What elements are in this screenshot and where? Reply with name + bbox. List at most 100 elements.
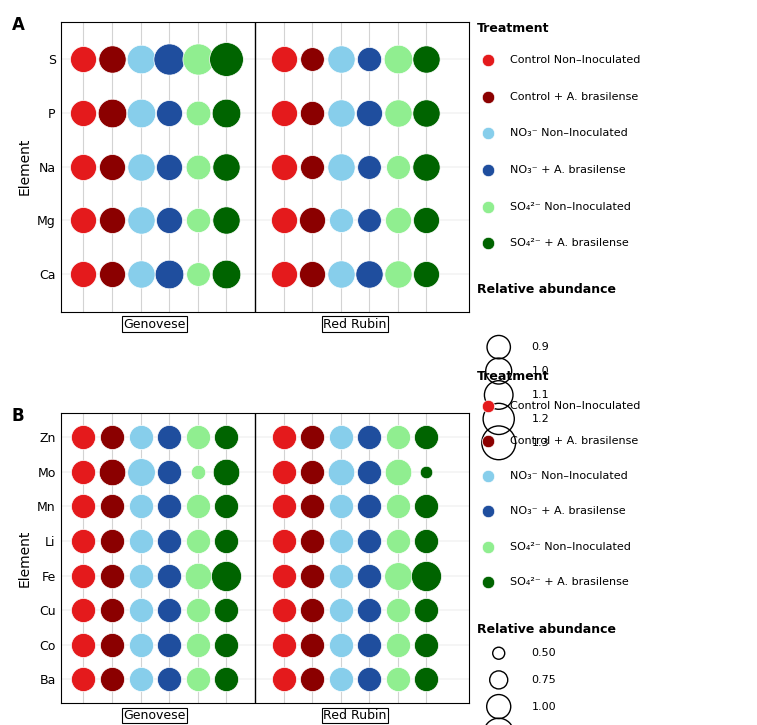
Point — [163, 501, 175, 513]
Text: 1.2: 1.2 — [531, 414, 549, 424]
Point — [135, 215, 147, 226]
Point — [163, 161, 175, 173]
Point — [363, 501, 375, 513]
Point — [335, 639, 347, 650]
Point — [220, 501, 232, 513]
Text: Control Non–Inoculated: Control Non–Inoculated — [509, 55, 640, 65]
Point — [335, 54, 347, 65]
Text: 0.75: 0.75 — [531, 675, 556, 685]
Point — [192, 466, 204, 478]
Point — [363, 466, 375, 478]
Point — [335, 570, 347, 581]
Point — [420, 215, 432, 226]
Point — [163, 107, 175, 119]
Point — [220, 466, 232, 478]
Text: 0.9: 0.9 — [531, 342, 549, 352]
Point — [135, 604, 147, 616]
Point — [306, 268, 318, 280]
Point — [392, 268, 404, 280]
Point — [335, 268, 347, 280]
Point — [420, 570, 432, 581]
Point — [135, 674, 147, 685]
Point — [335, 501, 347, 513]
Point — [77, 535, 89, 547]
Point — [420, 107, 432, 119]
Point — [392, 161, 404, 173]
Point — [363, 107, 375, 119]
Point — [106, 570, 118, 581]
Text: Relative abundance: Relative abundance — [477, 624, 616, 637]
Point — [220, 54, 232, 65]
Point — [335, 215, 347, 226]
Point — [77, 268, 89, 280]
Point — [106, 501, 118, 513]
Point — [163, 268, 175, 280]
Text: Treatment: Treatment — [477, 22, 550, 35]
Point — [106, 604, 118, 616]
Point — [392, 570, 404, 581]
Point — [306, 431, 318, 443]
Point — [192, 268, 204, 280]
Point — [106, 431, 118, 443]
Point — [420, 501, 432, 513]
Point — [278, 570, 290, 581]
Point — [392, 215, 404, 226]
Point — [135, 639, 147, 650]
Text: Control + A. brasilense: Control + A. brasilense — [509, 436, 638, 447]
Point — [392, 674, 404, 685]
Point — [335, 107, 347, 119]
Point — [106, 54, 118, 65]
Point — [392, 466, 404, 478]
Text: SO₄²⁻ + A. brasilense: SO₄²⁻ + A. brasilense — [509, 576, 628, 587]
Point — [77, 466, 89, 478]
Point — [363, 639, 375, 650]
Point — [220, 639, 232, 650]
Point — [363, 161, 375, 173]
Point — [192, 431, 204, 443]
Y-axis label: Element: Element — [17, 138, 31, 196]
Point — [363, 570, 375, 581]
Text: NO₃⁻ Non–Inoculated: NO₃⁻ Non–Inoculated — [509, 128, 628, 138]
Point — [135, 501, 147, 513]
Point — [106, 535, 118, 547]
Point — [77, 431, 89, 443]
Point — [306, 501, 318, 513]
Point — [163, 535, 175, 547]
Point — [192, 501, 204, 513]
Point — [306, 215, 318, 226]
Point — [135, 161, 147, 173]
Point — [363, 268, 375, 280]
Point — [220, 570, 232, 581]
Point — [163, 639, 175, 650]
Point — [420, 674, 432, 685]
Point — [220, 604, 232, 616]
Point — [163, 215, 175, 226]
Text: 1.3: 1.3 — [531, 438, 549, 448]
Text: 1.0: 1.0 — [531, 366, 549, 376]
Point — [77, 161, 89, 173]
Point — [106, 639, 118, 650]
Point — [420, 604, 432, 616]
Point — [77, 501, 89, 513]
Point — [306, 466, 318, 478]
Point — [220, 161, 232, 173]
Point — [420, 535, 432, 547]
Point — [278, 431, 290, 443]
Point — [306, 107, 318, 119]
Point — [392, 431, 404, 443]
Point — [363, 54, 375, 65]
Point — [278, 639, 290, 650]
Point — [420, 268, 432, 280]
Text: Genovese: Genovese — [123, 318, 186, 331]
Point — [420, 161, 432, 173]
Point — [420, 431, 432, 443]
Point — [220, 107, 232, 119]
Point — [278, 54, 290, 65]
Point — [192, 535, 204, 547]
Point — [392, 107, 404, 119]
Point — [335, 535, 347, 547]
Point — [363, 535, 375, 547]
Point — [106, 466, 118, 478]
Point — [163, 570, 175, 581]
Point — [135, 268, 147, 280]
